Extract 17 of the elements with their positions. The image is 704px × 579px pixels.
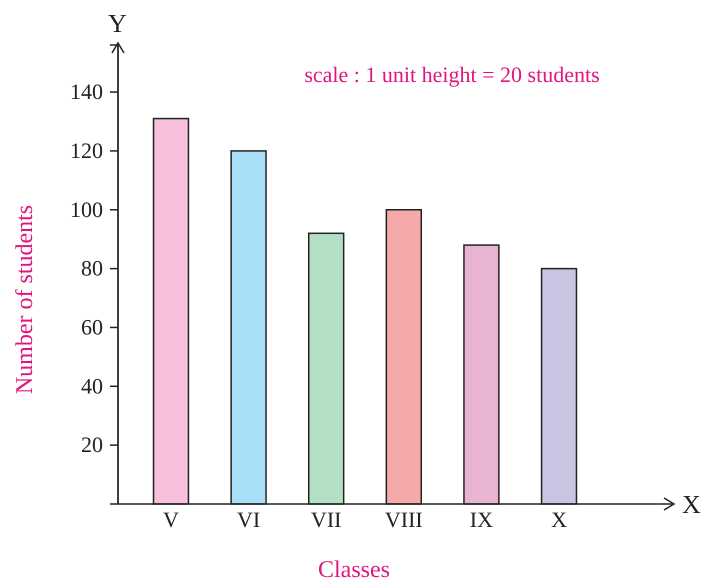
y-tick-label: 20 — [81, 432, 103, 458]
x-tick-label: V — [163, 506, 180, 532]
text: Y — [108, 9, 127, 38]
x-tick-label: VII — [310, 506, 342, 532]
x-tick-label: X — [551, 506, 568, 532]
y-axis-title: Number of students — [12, 204, 38, 394]
y-tick-label: 140 — [70, 79, 103, 104]
x-axis-title: Classes — [318, 557, 390, 579]
y-tick-label: 60 — [81, 314, 103, 340]
annotation: scale : 1 unit height = 20 students — [304, 62, 600, 87]
y-tick-label: 80 — [81, 256, 103, 281]
x-tick-label: VIII — [384, 506, 423, 532]
y-tick-label: 120 — [70, 138, 103, 163]
y-tick-label: 100 — [70, 196, 103, 222]
x-tick-label: VI — [236, 506, 260, 532]
x-tick-label: IX — [470, 506, 494, 532]
y-tick-label: 40 — [81, 373, 103, 398]
